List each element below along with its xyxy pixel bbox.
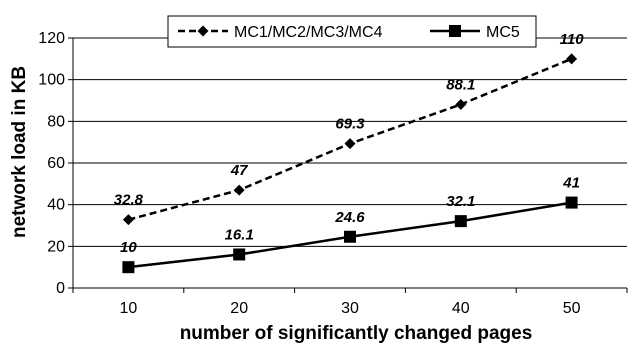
y-tick-label: 60 (47, 155, 65, 172)
legend-label: MC1/MC2/MC3/MC4 (234, 24, 383, 41)
y-tick-label: 100 (38, 72, 65, 89)
y-tick-label: 40 (47, 197, 65, 214)
y-tick-label: 120 (38, 30, 65, 47)
data-label: 24.6 (334, 209, 365, 226)
x-tick-label: 20 (230, 300, 248, 317)
legend: MC1/MC2/MC3/MC4 MC5 (167, 15, 537, 48)
y-axis-title: network load in KB (9, 66, 30, 238)
data-label: 110 (560, 31, 585, 48)
diamond-marker (566, 53, 578, 65)
data-label: 32.8 (114, 192, 144, 209)
x-tick-label: 30 (341, 300, 359, 317)
data-label: 32.1 (446, 193, 475, 210)
legend-square-marker (449, 25, 461, 37)
diamond-marker (122, 214, 134, 226)
diamond-marker (344, 138, 356, 150)
legend-diamond-marker (197, 25, 209, 37)
data-labels: 32.8 47 69.3 88.1 110 10 16.1 24.6 32.1 41 (114, 31, 584, 256)
diamond-marker (233, 184, 245, 196)
y-tick-label: 0 (56, 280, 65, 297)
data-label: 16.1 (225, 226, 254, 243)
square-marker (122, 261, 135, 274)
series-group (122, 53, 578, 274)
data-label: 41 (562, 175, 580, 192)
y-tick-label: 20 (47, 238, 65, 255)
square-marker (454, 215, 467, 228)
x-axis-title: number of significantly changed pages (180, 323, 533, 344)
square-marker (565, 196, 578, 209)
data-label: 10 (120, 239, 137, 256)
x-tick-label: 50 (563, 300, 581, 317)
diamond-marker (455, 98, 467, 110)
axes: 0 20 40 60 80 100 120 10 20 30 40 50 (38, 30, 628, 317)
square-marker (344, 230, 356, 243)
data-label: 88.1 (446, 76, 475, 93)
legend-label: MC5 (486, 24, 520, 41)
data-label: 69.3 (335, 116, 365, 133)
square-marker (233, 248, 246, 261)
y-tick-label: 80 (47, 113, 65, 130)
data-label: 47 (230, 162, 248, 179)
x-tick-label: 40 (452, 300, 470, 317)
x-tick-label: 10 (120, 300, 138, 317)
